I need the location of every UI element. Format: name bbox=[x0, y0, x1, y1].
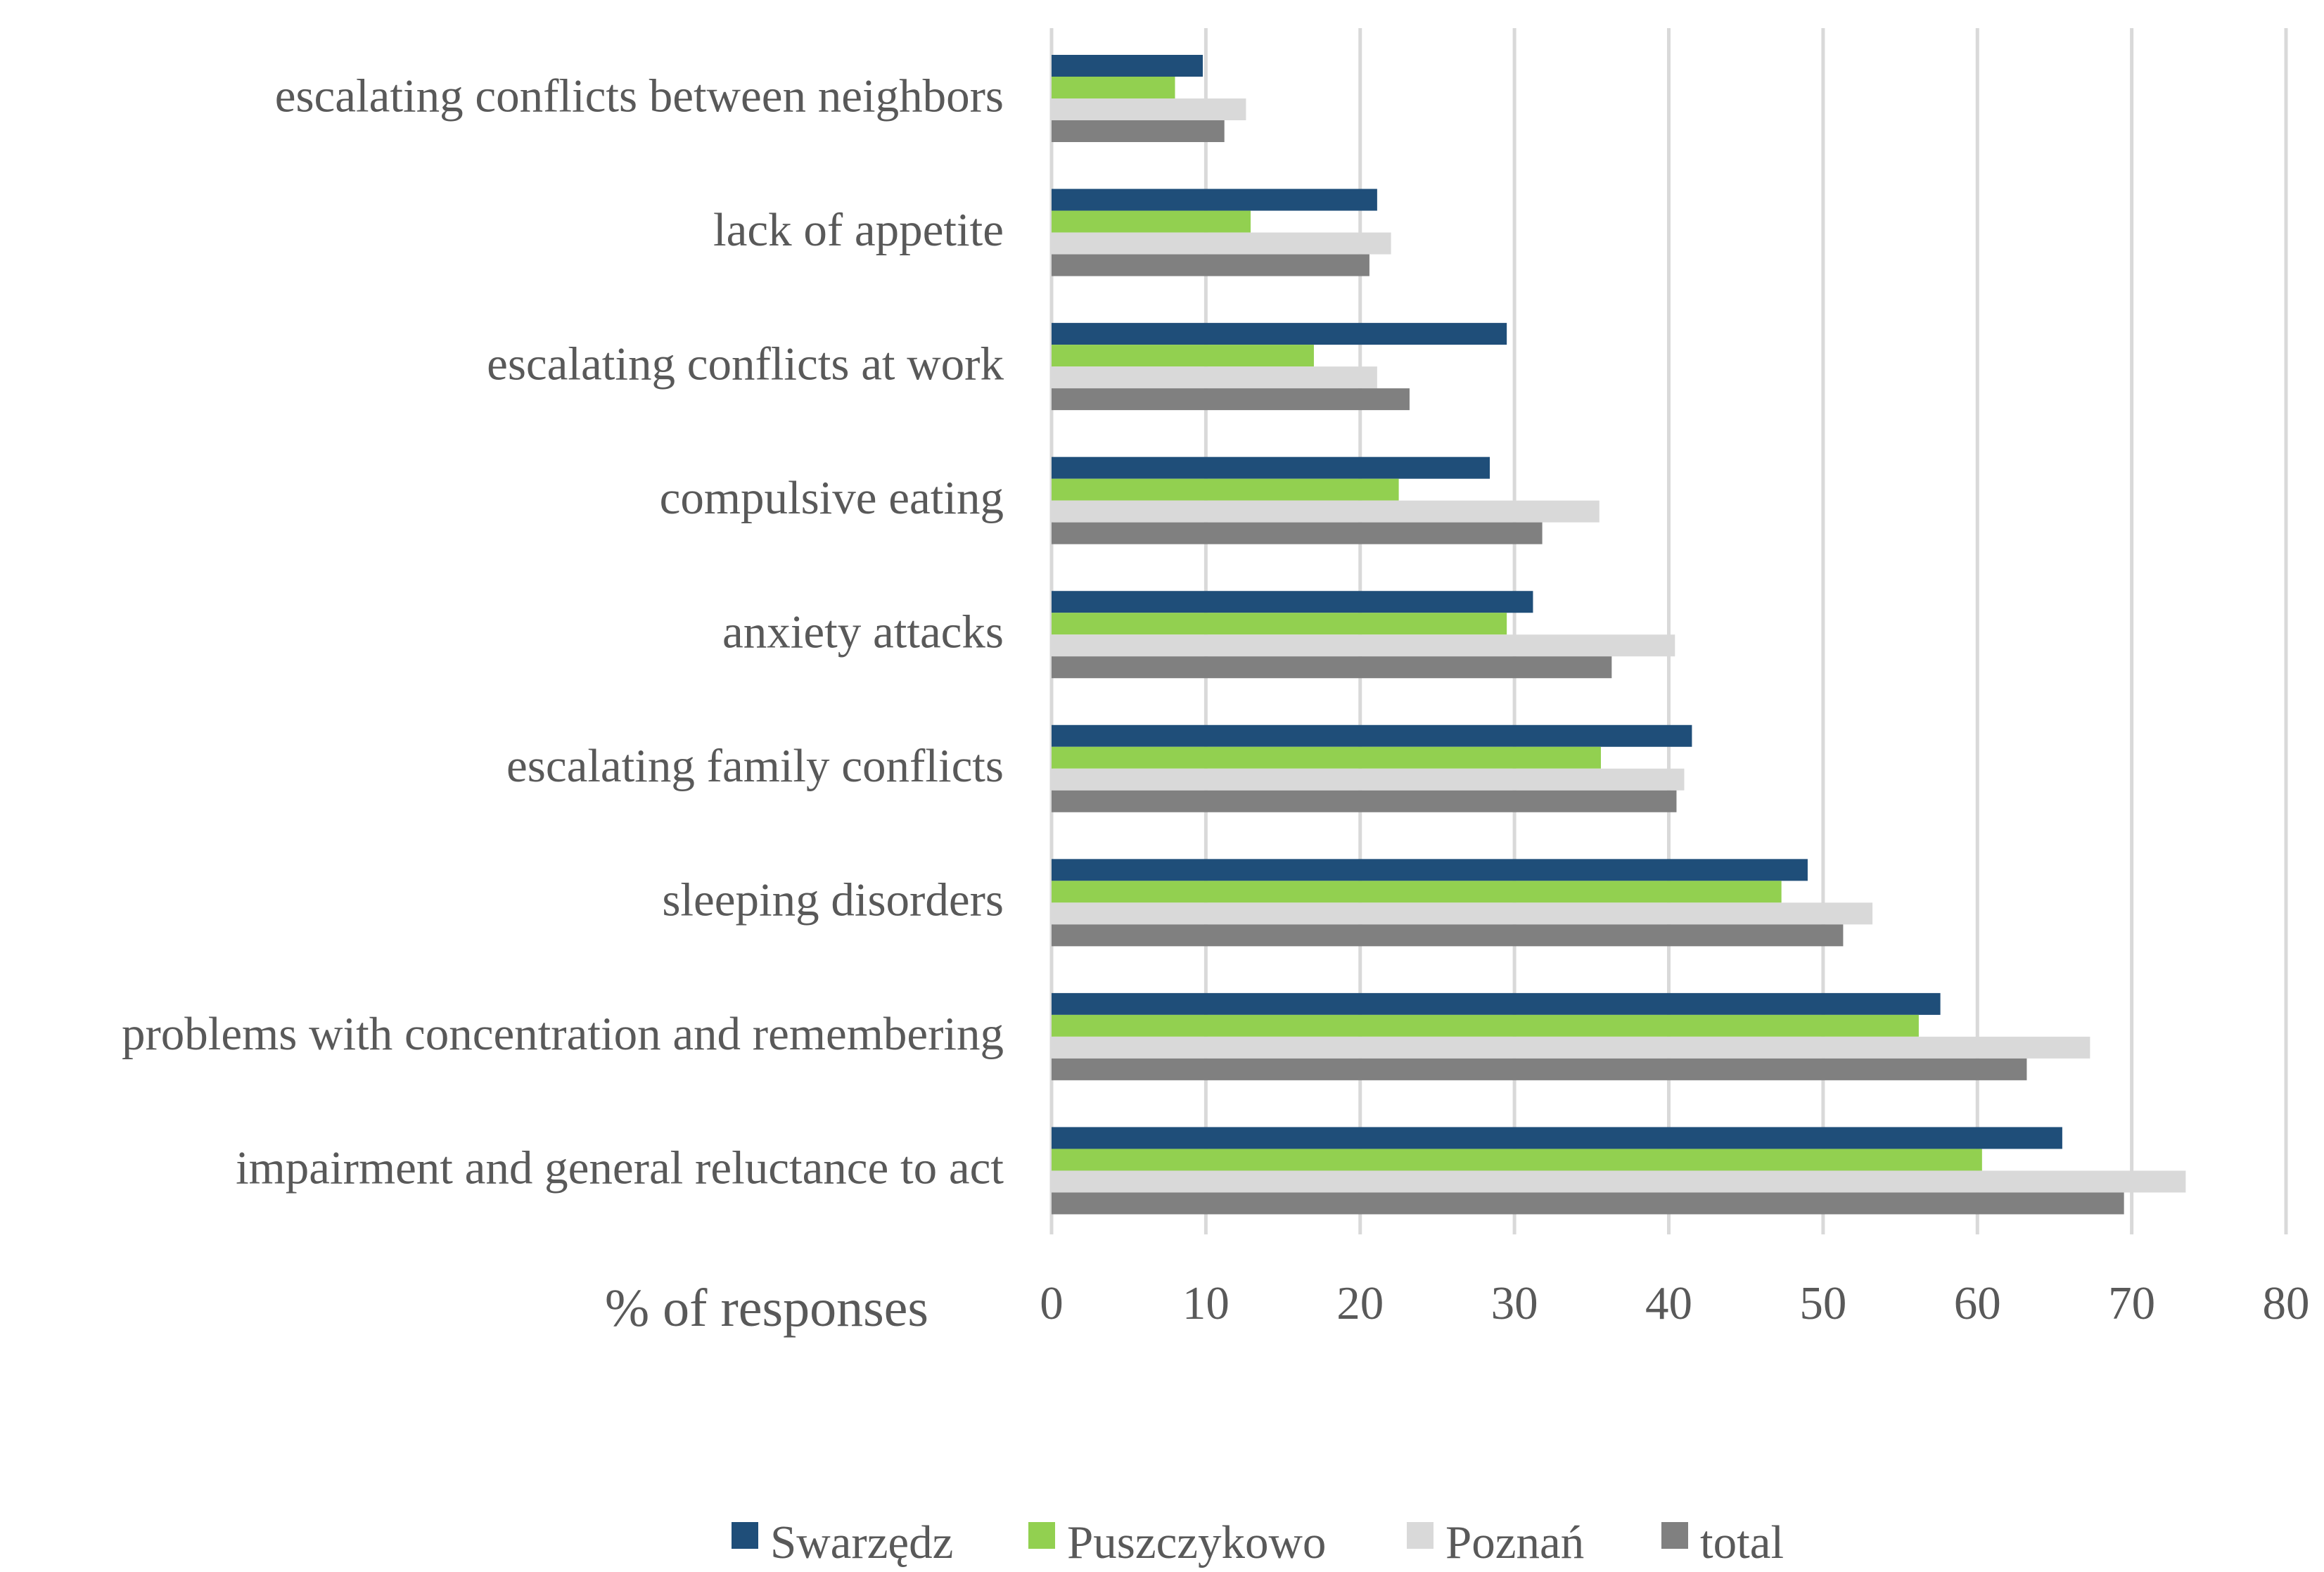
bar-puszczykowo-1 bbox=[1052, 210, 1251, 233]
category-label-2: escalating conflicts at work bbox=[487, 338, 1004, 390]
bar-poznań-3 bbox=[1052, 500, 1600, 523]
category-label-5: escalating family conflicts bbox=[506, 740, 1004, 792]
legend-label-puszczykowo: Puszczykowo bbox=[1067, 1516, 1326, 1568]
bar-puszczykowo-2 bbox=[1052, 345, 1314, 367]
bar-total-5 bbox=[1052, 790, 1677, 812]
bar-total-8 bbox=[1052, 1192, 2124, 1215]
bar-poznań-5 bbox=[1052, 768, 1685, 791]
bar-swarzędz-6 bbox=[1052, 859, 1808, 881]
category-labels: escalating conflicts between neighbors la… bbox=[122, 70, 1004, 1194]
tick-label-30: 30 bbox=[1491, 1277, 1538, 1329]
bar-swarzędz-3 bbox=[1052, 456, 1490, 479]
bar-puszczykowo-4 bbox=[1052, 613, 1507, 635]
x-axis-title: % of responses bbox=[605, 1279, 928, 1338]
bar-poznań-4 bbox=[1052, 634, 1675, 657]
bar-total-3 bbox=[1052, 522, 1543, 544]
bar-total-0 bbox=[1052, 120, 1225, 142]
legend-label-total: total bbox=[1700, 1516, 1784, 1568]
legend-swatch-swarzędz bbox=[732, 1522, 758, 1549]
bar-swarzędz-5 bbox=[1052, 724, 1692, 747]
legend-label-swarzędz: Swarzędz bbox=[770, 1516, 953, 1568]
category-label-6: sleeping disorders bbox=[662, 874, 1004, 926]
bar-swarzędz-1 bbox=[1052, 188, 1377, 211]
x-axis-tick-labels: 0 10 20 30 40 50 60 70 80 bbox=[1040, 1277, 2309, 1329]
bar-swarzędz-8 bbox=[1052, 1127, 2062, 1149]
tick-label-40: 40 bbox=[1645, 1277, 1692, 1329]
bar-total-1 bbox=[1052, 254, 1370, 276]
category-label-8: impairment and general reluctance to act bbox=[236, 1142, 1004, 1194]
bar-puszczykowo-3 bbox=[1052, 478, 1399, 501]
bar-puszczykowo-7 bbox=[1052, 1014, 1919, 1037]
tick-label-70: 70 bbox=[2108, 1277, 2155, 1329]
bar-swarzędz-7 bbox=[1052, 992, 1941, 1015]
bar-puszczykowo-0 bbox=[1052, 77, 1175, 98]
category-label-0: escalating conflicts between neighbors bbox=[275, 70, 1004, 122]
bar-puszczykowo-8 bbox=[1052, 1149, 1982, 1171]
bar-poznań-7 bbox=[1052, 1036, 2090, 1059]
tick-label-10: 10 bbox=[1182, 1277, 1230, 1329]
category-label-7: problems with concentration and remember… bbox=[122, 1008, 1004, 1060]
legend-swatch-poznań bbox=[1407, 1522, 1434, 1549]
bar-total-6 bbox=[1052, 924, 1844, 947]
bars bbox=[1052, 55, 2186, 1215]
bar-swarzędz-0 bbox=[1052, 55, 1203, 77]
category-label-3: compulsive eating bbox=[660, 472, 1004, 524]
bar-total-4 bbox=[1052, 656, 1612, 679]
bar-puszczykowo-5 bbox=[1052, 746, 1601, 769]
bar-poznań-6 bbox=[1052, 902, 1873, 925]
legend-label-poznań: Poznań bbox=[1445, 1516, 1584, 1568]
tick-label-50: 50 bbox=[1799, 1277, 1846, 1329]
tick-label-0: 0 bbox=[1040, 1277, 1064, 1329]
category-label-4: anxiety attacks bbox=[722, 606, 1004, 658]
bar-poznań-2 bbox=[1052, 366, 1377, 389]
legend-swatch-total bbox=[1661, 1522, 1688, 1549]
bar-swarzędz-2 bbox=[1052, 323, 1507, 345]
legend: Swarzędz Puszczykowo Poznań total bbox=[732, 1516, 1784, 1568]
bar-poznań-1 bbox=[1052, 232, 1391, 255]
bar-total-7 bbox=[1052, 1058, 2027, 1080]
bar-poznań-0 bbox=[1052, 98, 1246, 120]
tick-label-60: 60 bbox=[1954, 1277, 2001, 1329]
legend-swatch-puszczykowo bbox=[1028, 1522, 1055, 1549]
category-label-1: lack of appetite bbox=[713, 204, 1004, 256]
tick-label-20: 20 bbox=[1336, 1277, 1384, 1329]
tick-label-80: 80 bbox=[2263, 1277, 2310, 1329]
bar-total-2 bbox=[1052, 388, 1410, 411]
bar-swarzędz-4 bbox=[1052, 591, 1533, 613]
bar-puszczykowo-6 bbox=[1052, 881, 1782, 903]
bar-poznań-8 bbox=[1052, 1170, 2186, 1193]
